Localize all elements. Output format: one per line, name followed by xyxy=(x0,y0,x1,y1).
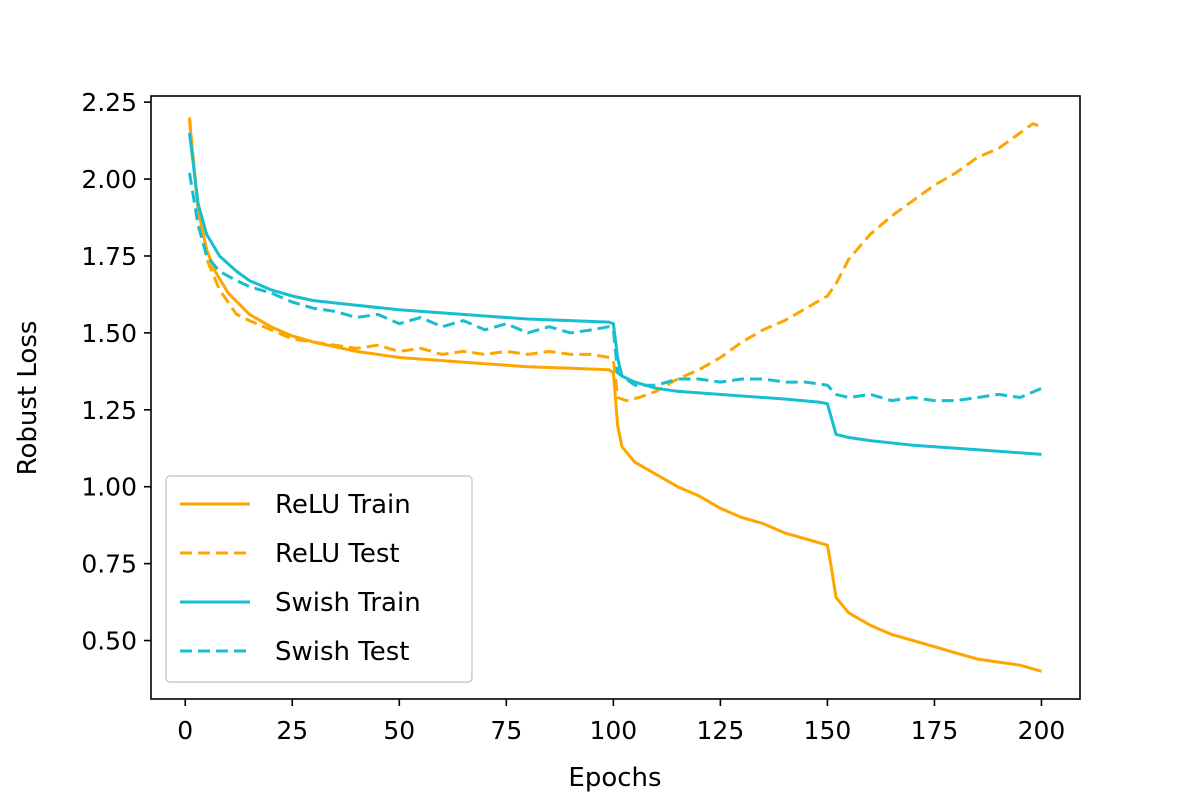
x-tick-label: 100 xyxy=(590,716,638,745)
y-tick-label: 0.50 xyxy=(81,627,137,656)
y-tick-label: 0.75 xyxy=(81,550,137,579)
x-tick-label: 125 xyxy=(697,716,745,745)
series-line-4 xyxy=(188,172,1043,403)
legend: ReLU Train ReLU Test Swish Train Swish Test xyxy=(165,475,473,683)
x-tick-label: 50 xyxy=(383,716,415,745)
legend-label-2: ReLU Test xyxy=(275,539,400,569)
legend-label-3: Swish Train xyxy=(275,588,421,618)
series-layer xyxy=(188,117,1043,673)
legend-label-4: Swish Test xyxy=(275,637,409,667)
y-tick-label: 1.25 xyxy=(81,396,137,425)
x-tick-label: 25 xyxy=(276,716,308,745)
plot-frame xyxy=(150,95,1081,700)
x-axis-label: Epochs xyxy=(568,763,661,793)
series-line-1 xyxy=(188,120,1042,673)
y-axis: 0.50 0.75 1.00 1.25 1.50 1.75 2.00 2.25 xyxy=(81,88,151,656)
legend-label-1: ReLU Train xyxy=(275,490,411,520)
x-axis: 0 25 50 75 100 125 150 175 200 xyxy=(177,699,1065,745)
y-tick-label: 1.75 xyxy=(81,242,137,271)
y-axis-label: Robust Loss xyxy=(13,321,43,476)
y-tick-label: 1.00 xyxy=(81,473,137,502)
y-tick-label: 2.25 xyxy=(81,88,137,117)
y-tick-label: 1.50 xyxy=(81,319,137,348)
x-tick-label: 75 xyxy=(490,716,522,745)
x-tick-label: 150 xyxy=(804,716,852,745)
series-line-2 xyxy=(188,117,1043,403)
x-tick-label: 0 xyxy=(177,716,193,745)
y-tick-label: 2.00 xyxy=(81,165,137,194)
x-tick-label: 175 xyxy=(911,716,959,745)
legend-frame xyxy=(165,475,473,683)
x-tick-label: 200 xyxy=(1018,716,1066,745)
